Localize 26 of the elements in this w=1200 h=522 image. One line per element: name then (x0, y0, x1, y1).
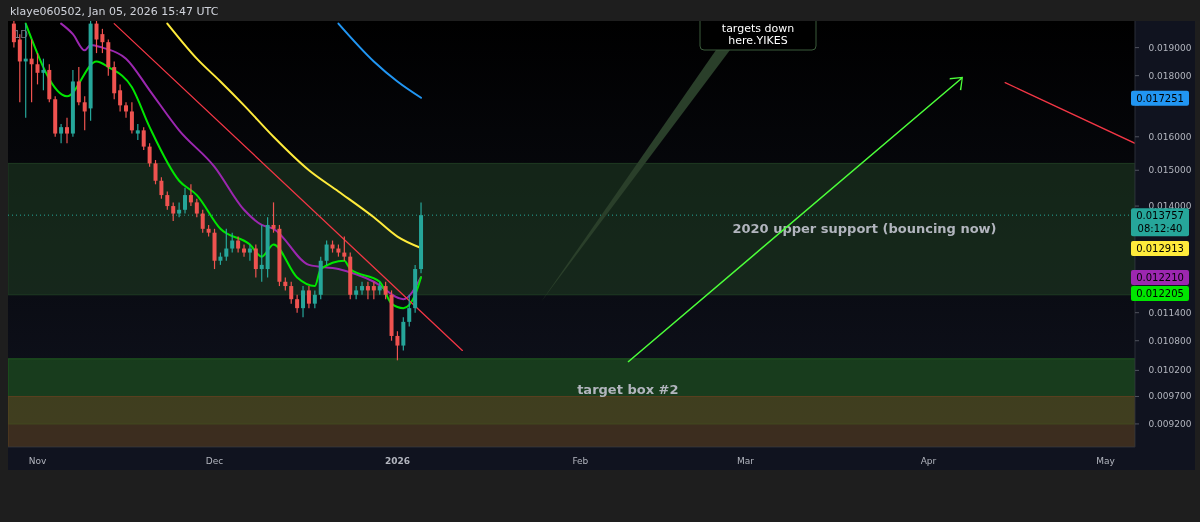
y-tick-label: 0.015000 (1148, 165, 1192, 176)
text: 0.012210 (1136, 272, 1184, 284)
text: 08:12:40 (1137, 223, 1183, 235)
line-series (337, 22, 423, 99)
text: 0.012205 (1136, 288, 1184, 300)
chart-subtitle: klaye060502, Jan 05, 2026 15:47 UTC (10, 5, 219, 18)
x-tick-label: Apr (920, 456, 937, 466)
x-tick-label: Nov (28, 456, 47, 466)
y-tick-label: 0.019000 (1148, 42, 1192, 53)
annotation: targets down here.YIKES (721, 22, 795, 47)
y-tick-label: 0.011400 (1148, 307, 1192, 318)
x-tick-label: Mar (737, 456, 755, 466)
text: 0.012913 (1136, 243, 1184, 255)
y-tick-label: 0.018000 (1148, 70, 1192, 81)
text: 0.017251 (1136, 92, 1184, 104)
y-tick-label: 0.009700 (1148, 391, 1192, 402)
x-tick-label: 2026 (384, 456, 410, 466)
x-tick-label: May (1096, 456, 1116, 466)
ref-line-label: 0.013757 (1136, 210, 1184, 222)
band-label: target box #2 (577, 381, 679, 397)
y-tick-label: 0.016000 (1148, 131, 1192, 142)
y-tick-label: 0.009200 (1148, 418, 1192, 429)
y-tick-label: 0.010800 (1148, 335, 1192, 346)
y-tick-label: 0.010200 (1148, 365, 1192, 376)
x-tick-label: Dec (205, 456, 224, 466)
x-tick-label: Feb (572, 456, 589, 466)
